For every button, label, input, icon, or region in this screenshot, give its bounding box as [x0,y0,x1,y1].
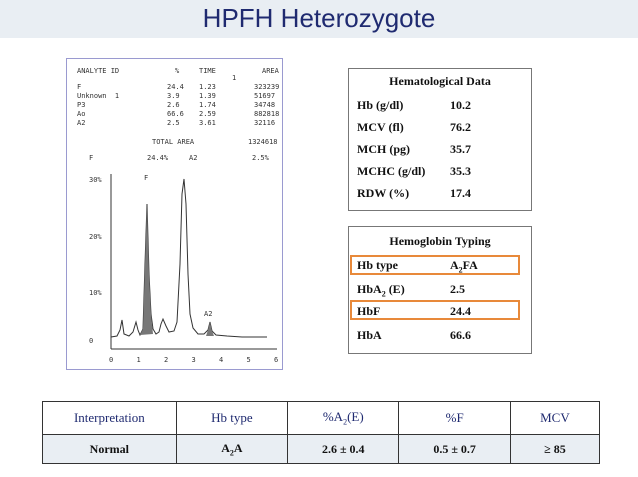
hematological-label: MCH (pg) [357,142,410,156]
report-summary-f: F [89,154,94,162]
interpretation-row: Normal A2A 2.6 ± 0.4 0.5 ± 0.7 ≥ 85 [42,434,601,464]
hemoglobin-typing-box: Hemoglobin Typing Hb type A2FA HbA2 (E) … [348,226,532,354]
hematological-value: 17.4 [450,186,471,200]
report-row-time: 2.59 [199,110,216,118]
hematological-label: MCHC (g/dl) [357,164,426,178]
f-peak-shading [140,204,153,335]
report-header-area: AREA [262,67,279,75]
y-tick-label: 20% [89,233,102,241]
hematological-value: 10.2 [450,98,471,112]
report-stray-mark: 1 [232,74,237,82]
x-tick-label: 5 [247,356,251,364]
header-f: %F [398,401,511,435]
hematological-heading: Hematological Data [389,74,491,88]
x-tick-label: 0 [109,356,113,364]
report-total-label: TOTAL AREA [152,138,195,146]
hb-typing-heading: Hemoglobin Typing [389,234,491,248]
hbf-highlight [350,300,520,320]
report-row-time: 1.39 [199,92,216,100]
interpretation-header-row: Interpretation Hb type %A2(E) %F MCV [42,401,601,435]
hematological-value: 76.2 [450,120,471,134]
report-row-area: 34748 [254,101,276,109]
slide-title: HPFH Heterozygote [202,3,436,33]
report-row-id: F [77,83,82,91]
report-row-id: A2 [77,119,86,127]
hematological-label: Hb (g/dl) [357,98,404,112]
f-peak-label: F [144,174,148,182]
report-row-time: 1.23 [199,83,216,91]
y-tick-label: 0 [89,337,93,345]
hematological-data-box: Hematological Data Hb (g/dl) 10.2 MCV (fl)… [348,68,532,211]
cell-mcv: ≥ 85 [509,434,601,464]
interpretation-table: Interpretation Hb type %A2(E) %F MCV Nor… [42,401,601,464]
a2-peak-shading [206,322,214,336]
report-row-pct: 2.5 [167,119,180,127]
header-hb-type: Hb type [175,401,289,435]
hematological-value: 35.7 [450,142,471,156]
hba2-label: HbA2 (E) [357,282,405,299]
y-tick-label: 10% [89,289,102,297]
header-a2: %A2(E) [287,401,400,435]
a2-peak-label: A2 [204,310,212,318]
hbf-value: 24.4 [450,304,471,318]
hematological-label: MCV (fl) [357,120,404,134]
cell-f: 0.5 ± 0.7 [398,434,511,464]
cell-a2: 2.6 ± 0.4 [287,434,400,464]
report-summary-f-pct: 24.4% [147,154,169,162]
y-tick-label: 30% [89,176,102,184]
cell-hb-type: A2A [175,434,289,464]
report-row-area: 32116 [254,119,276,127]
hbtype-label: Hb type [357,258,399,272]
chromatogram-axes: 30% 20% 10% 0 0 1 2 3 4 5 6 [89,174,278,364]
hbf-label: HbF [357,304,381,318]
report-row-id: P3 [77,101,86,109]
x-tick-label: 2 [164,356,168,364]
report-row-area: 323239 [254,83,280,91]
hematological-value: 35.3 [450,164,471,178]
report-row-pct: 66.6 [167,110,184,118]
report-row-area: 882818 [254,110,280,118]
report-row-time: 1.74 [199,101,216,109]
report-row-id: Unknown 1 [77,92,120,100]
hba-value: 66.6 [450,328,471,342]
report-summary-a2-pct: 2.5% [252,154,269,162]
hbtype-value: A2FA [450,258,478,275]
report-header-pct: % [175,67,180,75]
report-row-pct: 24.4 [167,83,184,91]
report-row-id: Ao [77,110,86,118]
report-header-analyte: ANALYTE ID [77,67,120,75]
header-interpretation: Interpretation [42,401,177,435]
header-mcv: MCV [509,401,601,435]
report-row-pct: 2.6 [167,101,180,109]
report-row-time: 3.61 [199,119,216,127]
x-tick-label: 3 [192,356,196,364]
x-tick-label: 6 [274,356,278,364]
chromatogram-trace [110,178,267,338]
hba-label: HbA [357,328,382,342]
x-tick-label: 1 [137,356,141,364]
report-header-time: TIME [199,67,216,75]
x-tick-label: 4 [219,356,223,364]
report-row-pct: 3.9 [167,92,180,100]
cell-interpretation: Normal [42,434,177,464]
report-row-area: 51697 [254,92,276,100]
report-summary-a2: A2 [189,154,198,162]
hematological-label: RDW (%) [357,186,410,200]
report-total-value: 1324618 [248,138,278,146]
hplc-report: ANALYTE ID % TIME AREA 1 F 24.4 1.23 323239… [66,58,283,370]
title-bar [0,0,638,38]
hba2-value: 2.5 [450,282,465,296]
hbtype-highlight [350,255,520,275]
chromatogram: 30% 20% 10% 0 0 1 2 3 4 5 6 F A2 [89,174,278,364]
